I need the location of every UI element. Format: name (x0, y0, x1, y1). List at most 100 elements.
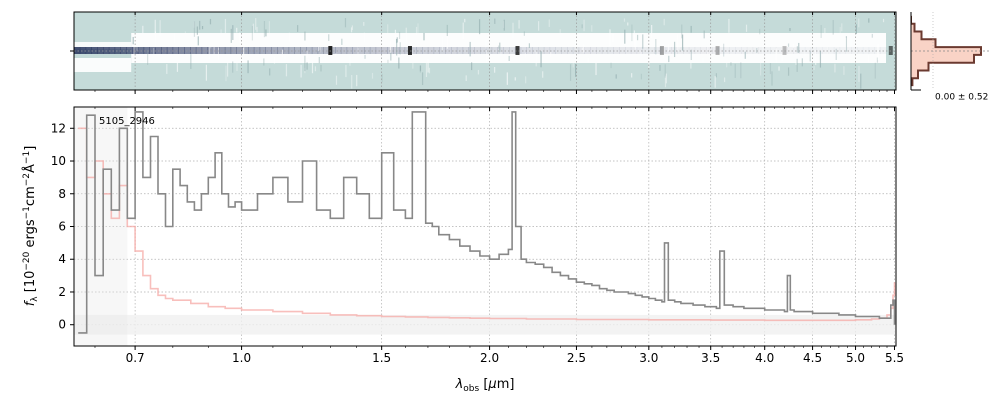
spectrum-2d-trace-column (451, 47, 458, 54)
spectrum-2d-noise (153, 47, 155, 58)
spectrum-2d-noise (850, 37, 852, 47)
spectrum-2d-noise (269, 68, 271, 76)
spectrum-2d-noise (213, 46, 215, 56)
spectrum-2d-noise (371, 72, 374, 79)
spectrum-2d-noise (390, 52, 392, 61)
spectrum-2d-noise (166, 64, 168, 74)
spectrum-2d-trace-column (340, 47, 348, 54)
x-tick-label: 3.5 (701, 351, 720, 365)
spectrum-2d-trace-column (474, 47, 481, 54)
spectrum-2d-noise (194, 43, 197, 47)
spectrum-2d-noise (860, 73, 862, 89)
spectrum-2d-noise (255, 18, 257, 30)
spectrum-2d-noise (252, 23, 254, 35)
spectrum-2d-noise (771, 71, 773, 86)
x-tick-label: 5.0 (846, 351, 865, 365)
x-axis-ticks: 0.7 1.0 1.5 2.0 2.5 3.0 3.5 4.0 4.5 5.0 5.5 (94, 107, 904, 365)
series-0-line (78, 111, 896, 334)
spectrum-2d-noise (220, 29, 222, 37)
spectrum-2d-trace-column (427, 47, 435, 54)
spectrum-2d-trace-column (851, 47, 858, 54)
spectrum-2d-noise (730, 62, 732, 66)
spectrum-2d-trace-column (282, 47, 290, 54)
spectrum-2d-noise (208, 45, 211, 59)
spectrum-2d-trace-column (352, 47, 359, 54)
spectrum-2d-noise (740, 62, 742, 79)
spectrum-2d-ticks (70, 12, 896, 94)
spectrum-2d-trace-column (781, 47, 788, 54)
spectrum-2d-noise (591, 25, 593, 32)
spectrum-2d-noise (690, 49, 692, 61)
spectrum-2d-trace-column (503, 47, 510, 54)
spectrum-2d-noise (449, 55, 451, 62)
spectrum-2d-noise (795, 61, 797, 66)
spectrum-2d-noise (636, 34, 639, 41)
spectrum-2d-trace-column (346, 47, 353, 54)
spectrum-2d-noise (867, 55, 869, 62)
spectrum-2d-noise (559, 29, 561, 33)
spectrum-2d-trace-column (839, 47, 846, 54)
y-tick-label: 10 (51, 154, 66, 168)
spectrum-2d-noise (809, 51, 811, 62)
spectrum-2d-trace-column (561, 47, 568, 54)
spectrum-2d-noise (389, 41, 392, 53)
spectrum-2d-noise (486, 50, 488, 63)
y-tick-label: 2 (58, 285, 66, 299)
spectrum-2d-trace-column (277, 47, 284, 54)
spectrum-2d-noise (583, 44, 585, 53)
spectrum-2d-trace-column (677, 47, 684, 54)
spectrum-2d-trace-column (549, 47, 556, 54)
spectrum-2d-noise (703, 30, 705, 39)
spectrum-2d-trace-column (253, 47, 261, 54)
x-tick-label: 4.0 (755, 351, 774, 365)
spectrum-2d-noise (615, 74, 617, 79)
spectrum-2d-trace-column (219, 47, 226, 54)
spectrum-2d-noise (441, 36, 443, 52)
spectrum-2d-noise (845, 36, 848, 52)
spectrum-2d-noise (205, 64, 208, 81)
spectrum-2d-trace-column (369, 47, 377, 54)
spectrum-2d-trace-column (358, 47, 365, 54)
spectrum-2d-noise (677, 34, 679, 52)
spectrum-2d-noise (154, 31, 157, 48)
spectrum-2d-noise (882, 18, 885, 23)
spectrum-2d-noise (540, 51, 542, 68)
spectrum-2d-trace-column (311, 47, 319, 54)
spectrum-2d-noise (781, 46, 783, 62)
spectrum-2d-noise (319, 42, 322, 53)
spectrum-2d-knot (888, 46, 893, 55)
spectrum-2d-noise (478, 19, 481, 35)
spectrum-2d-noise (405, 27, 407, 45)
spectrum-2d-noise (232, 61, 234, 73)
spectrum-2d-trace-column (799, 47, 806, 54)
spectrum-2d-noise (394, 29, 397, 38)
spectrum-2d-trace-column (439, 47, 446, 54)
spectrum-2d-noise (469, 41, 471, 57)
spectrum-2d-noise (714, 76, 716, 88)
spectrum-2d-trace-column (480, 47, 487, 54)
spectrum-2d-noise (858, 65, 860, 82)
spectrum-2d-band (131, 33, 886, 63)
spectrum-2d-knot (328, 46, 333, 55)
spectrum-2d-noise (796, 58, 798, 72)
spectrum-2d-noise (225, 65, 227, 82)
spectrum-2d-noise (308, 58, 310, 64)
spectrum-2d-trace-column (317, 47, 324, 54)
spectrum-2d-noise (876, 57, 879, 63)
spectrum-2d-noise (834, 63, 836, 73)
spectrum-2d-band-left (74, 58, 132, 72)
spectrum-2d-noise (843, 66, 845, 75)
spectrum-2d-trace-column (462, 47, 469, 54)
spectrum-2d-trace-column (845, 47, 852, 54)
spectrum-2d-trace-column (828, 47, 835, 54)
spectrum-2d-trace-column (648, 47, 655, 54)
spectrum-2d-noise (494, 18, 496, 24)
spectrum-2d-noise (297, 25, 299, 32)
spectrum-2d-noise (640, 50, 642, 57)
spectrum-2d-noise (681, 34, 684, 51)
spectrum-2d-noise (799, 38, 802, 46)
spectrum-2d-trace-column (137, 47, 145, 54)
spectrum-2d-noise (398, 57, 400, 69)
spectrum-2d-noise (759, 62, 762, 76)
